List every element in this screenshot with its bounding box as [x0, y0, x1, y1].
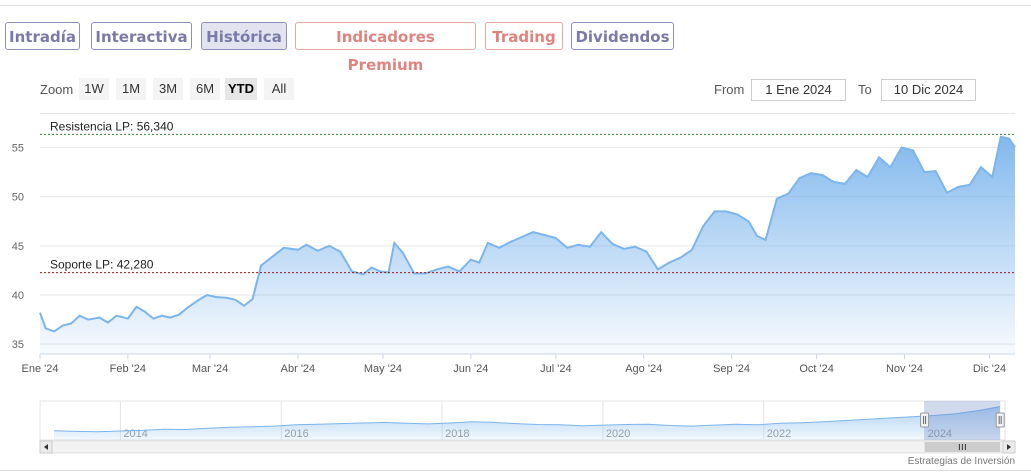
x-tick-label: Feb '24 [110, 363, 146, 375]
x-tick-label: Ene '24 [22, 363, 59, 375]
zoom-ytd-button[interactable]: YTD [225, 78, 257, 100]
zoom-1m-button[interactable]: 1M [116, 78, 146, 100]
arrow-left-icon [44, 444, 48, 450]
y-axis: 35 40 45 50 55 [12, 143, 24, 352]
x-tick-label: Mar '24 [192, 363, 228, 375]
bottom-border [0, 470, 1031, 471]
zoom-3m-button[interactable]: 3M [153, 78, 183, 100]
y-tick-label: 40 [12, 290, 24, 302]
x-tick-label: Jun '24 [453, 363, 488, 375]
navigator[interactable]: 201420162018202020222024 [39, 400, 1016, 454]
arrow-right-icon [1007, 444, 1011, 450]
to-date-input[interactable]: 10 Dic 2024 [881, 79, 976, 101]
to-label: To [858, 82, 872, 97]
resistance-label: Resistencia LP: 56,340 [50, 119, 174, 133]
tab-intradia[interactable]: Intradía [5, 22, 80, 50]
navigator-line [53, 406, 1001, 433]
x-tick-label: Sep '24 [713, 363, 750, 375]
top-border [0, 5, 1031, 6]
tab-indicadores-premium[interactable]: Indicadores Premium [295, 22, 476, 74]
tab-interactiva[interactable]: Interactiva [91, 22, 192, 50]
tab-dividendos[interactable]: Dividendos [571, 22, 674, 50]
zoom-6m-button[interactable]: 6M [190, 78, 220, 100]
from-label: From [714, 82, 745, 97]
x-axis: Ene '24 Feb '24 Mar '24 Abr '24 May '24 Jun '… [22, 353, 1015, 375]
x-tick-label: Ago '24 [625, 363, 662, 375]
y-tick-label: 55 [12, 143, 24, 155]
x-tick-label: Dic '24 [973, 363, 1006, 375]
scrollbar-track[interactable] [39, 440, 1016, 454]
x-tick-label: Jul '24 [540, 363, 571, 375]
y-tick-label: 45 [12, 241, 24, 253]
y-tick-label: 35 [12, 339, 24, 351]
x-tick-label: May '24 [364, 363, 402, 375]
navigator-left-handle[interactable] [920, 412, 930, 428]
x-tick-label: Oct '24 [799, 363, 834, 375]
price-series [39, 135, 1016, 354]
x-tick-label: Nov '24 [886, 363, 923, 375]
tab-historica[interactable]: Histórica [201, 22, 287, 50]
zoom-all-button[interactable]: All [264, 78, 294, 100]
tab-trading[interactable]: Trading [485, 22, 563, 50]
navigator-right-handle[interactable] [995, 412, 1005, 428]
chart-annotations: Resistencia LP: 56,340 Soporte LP: 42,280 [40, 119, 1015, 274]
price-area [40, 136, 1015, 354]
zoom-label: Zoom [40, 82, 74, 97]
support-label: Soporte LP: 42,280 [50, 258, 154, 272]
zoom-1w-button[interactable]: 1W [79, 78, 109, 100]
chart-credit: Estrategias de Inversión [907, 456, 1015, 467]
navigator-area [54, 406, 1000, 440]
y-tick-label: 50 [12, 192, 24, 204]
from-date-input[interactable]: 1 Ene 2024 [751, 79, 846, 101]
x-tick-label: Abr '24 [281, 363, 316, 375]
price-line [39, 135, 1016, 333]
navigator-selection [924, 401, 1001, 440]
toolbar-divider [40, 113, 1015, 114]
